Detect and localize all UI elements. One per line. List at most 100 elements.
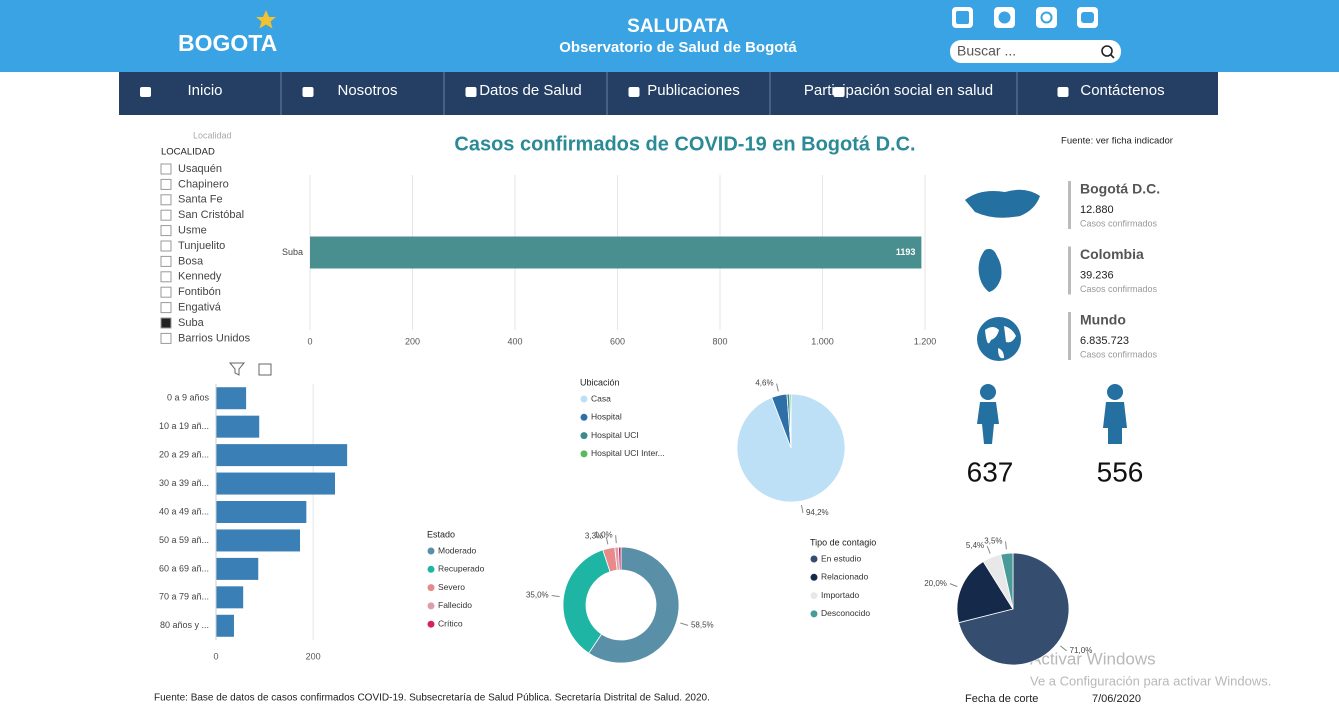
slicer-item[interactable]: Engativá xyxy=(178,302,222,314)
search-box[interactable] xyxy=(950,40,1121,63)
data-label: 1193 xyxy=(896,247,916,257)
icon-inner xyxy=(956,11,969,24)
cutoff-date: 7/06/2020 xyxy=(1092,693,1141,705)
nav-background xyxy=(119,72,1218,115)
logo[interactable]: BOGOTA xyxy=(178,30,277,56)
x-tick-label: 200 xyxy=(306,651,321,661)
footer-source: Fuente: Base de datos de casos confirmad… xyxy=(154,693,710,704)
slicer-item[interactable]: Kennedy xyxy=(178,271,222,283)
x-tick-label: 0 xyxy=(307,336,312,346)
y-tick-label: 70 a 79 añ... xyxy=(159,592,209,602)
pie-slice xyxy=(562,549,611,654)
logo-star xyxy=(256,10,276,29)
search-icon[interactable] xyxy=(1101,45,1113,57)
legend-swatch xyxy=(810,555,818,563)
female-icon xyxy=(977,384,999,444)
slicer-item[interactable]: Fontibón xyxy=(178,286,221,298)
legend-title: Ubicación xyxy=(580,377,620,387)
slicer-checkbox[interactable] xyxy=(160,240,172,252)
nav-item[interactable]: Contáctenos xyxy=(1080,82,1164,99)
slicer-item[interactable]: Chapinero xyxy=(178,178,229,190)
bar xyxy=(216,387,247,410)
pie-slice xyxy=(956,560,1014,624)
social-icons xyxy=(952,7,1098,28)
data-label: 3,3% xyxy=(585,532,603,541)
filter-icon[interactable] xyxy=(228,362,246,376)
nav-item[interactable]: Publicaciones xyxy=(647,82,740,99)
nav-item[interactable]: Nosotros xyxy=(337,82,397,99)
stat-bar xyxy=(1068,312,1071,360)
slicer-item[interactable]: Barrios Unidos xyxy=(178,332,251,344)
bar xyxy=(216,472,335,495)
legend-swatch xyxy=(810,573,818,581)
slicer-checkbox[interactable] xyxy=(160,271,172,283)
slicer-item[interactable]: San Cristóbal xyxy=(178,209,244,221)
stat-value: 39.236 xyxy=(1080,269,1114,281)
slicer-item[interactable]: Santa Fe xyxy=(178,194,223,206)
y-tick-label: 60 a 69 añ... xyxy=(159,563,209,573)
y-tick-label: Suba xyxy=(282,247,303,257)
y-tick-label: 10 a 19 añ... xyxy=(159,421,209,431)
slicer-checkbox[interactable] xyxy=(160,225,172,237)
slicer-item[interactable]: Bosa xyxy=(178,255,204,267)
label-leader xyxy=(801,504,804,513)
slicer-header: LOCALIDAD xyxy=(161,147,215,158)
stat-caption: Casos confirmados xyxy=(1080,218,1158,228)
slicer-item[interactable]: Usme xyxy=(178,225,207,237)
male-count: 556 xyxy=(1097,456,1144,487)
nav-item[interactable]: Participación social en salud xyxy=(804,82,993,99)
slicer-checkbox[interactable] xyxy=(160,178,172,190)
legend-entry: Importado xyxy=(821,590,860,600)
bar xyxy=(216,444,348,467)
slicer-caption: Localidad xyxy=(193,130,232,140)
bar xyxy=(216,529,301,552)
slicer-checkbox[interactable] xyxy=(160,332,172,344)
icon-inner xyxy=(998,11,1011,24)
data-label: 20,0% xyxy=(924,579,947,588)
y-tick-label: 80 años y ... xyxy=(160,620,209,630)
legend-swatch xyxy=(580,450,588,458)
slicer-item[interactable]: Suba xyxy=(178,317,205,329)
slicer-item[interactable]: Tunjuelito xyxy=(178,240,225,252)
legend-entry: Moderado xyxy=(438,545,477,555)
label-leader xyxy=(776,383,779,392)
instagram-icon[interactable] xyxy=(1036,7,1057,28)
search-placeholder: Buscar ... xyxy=(957,43,1016,59)
source-link[interactable]: Fuente: ver ficha indicador xyxy=(1061,136,1173,147)
slicer-item[interactable]: Usaquén xyxy=(178,163,222,175)
nav-icon xyxy=(140,87,151,97)
bar xyxy=(216,557,259,580)
legend-entry: Fallecido xyxy=(438,600,472,610)
data-label: 94,2% xyxy=(806,508,829,517)
legend-swatch xyxy=(427,584,435,592)
focus-icon[interactable] xyxy=(258,363,272,376)
slicer-checkbox[interactable] xyxy=(160,209,172,221)
slicer-checkbox[interactable] xyxy=(160,286,172,298)
y-tick-label: 30 a 39 añ... xyxy=(159,478,209,488)
pie-slice xyxy=(789,393,792,449)
label-leader xyxy=(986,545,991,554)
slicer-checkbox[interactable] xyxy=(160,317,172,329)
bar xyxy=(216,586,244,609)
data-label: 5,4% xyxy=(966,541,984,550)
legend-swatch xyxy=(427,620,435,628)
nav-bar: Inicio Nosotros Datos de Salud Publicacione… xyxy=(119,72,1218,115)
stat-caption: Casos confirmados xyxy=(1080,349,1158,359)
slicer-checkbox[interactable] xyxy=(160,194,172,206)
pie-slice xyxy=(588,546,680,664)
slicer-checkbox[interactable] xyxy=(160,255,172,267)
watermark-title: Activar Windows xyxy=(1030,649,1156,668)
label-leader xyxy=(551,595,560,598)
data-label: 1,0% xyxy=(594,530,612,539)
data-label: 71,0% xyxy=(1070,646,1093,655)
nav-item[interactable]: Inicio xyxy=(187,82,222,99)
stat-value: 12.880 xyxy=(1080,204,1114,216)
site-subtitle: Observatorio de Salud de Bogotá xyxy=(559,39,797,56)
slicer-checkbox[interactable] xyxy=(160,302,172,314)
world-continents xyxy=(985,326,1016,359)
pie-slice xyxy=(617,546,622,571)
bar xyxy=(216,501,307,523)
slicer-checkbox[interactable] xyxy=(160,163,172,175)
nav-item[interactable]: Datos de Salud xyxy=(479,82,582,99)
bar xyxy=(216,614,234,637)
